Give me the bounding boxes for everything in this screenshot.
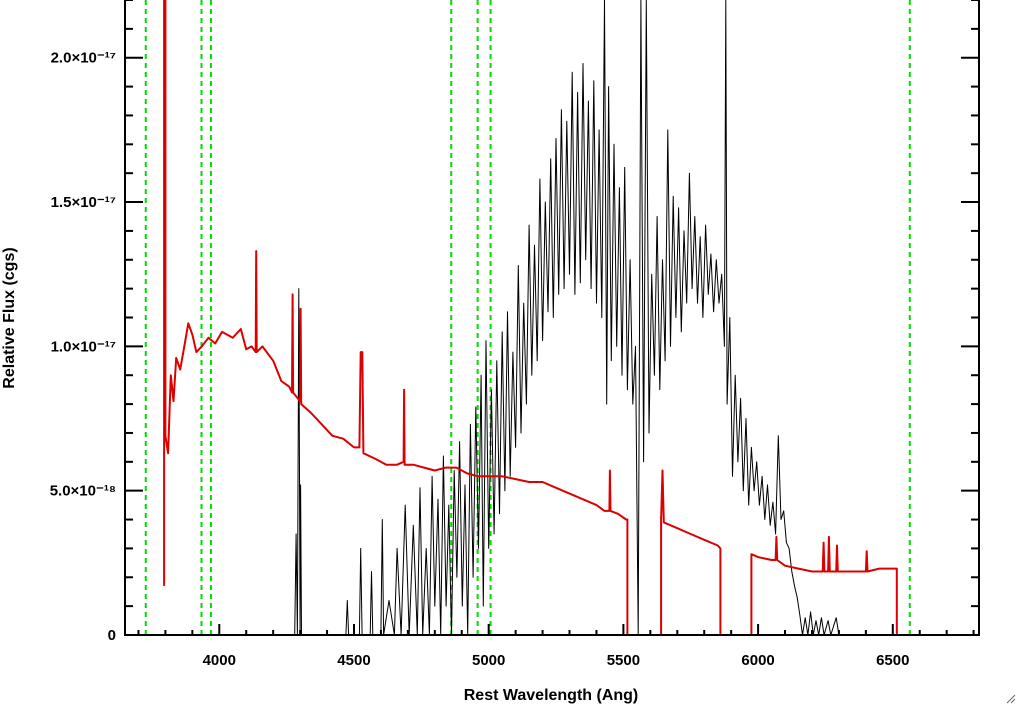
series-group <box>163 0 979 636</box>
y-tick-label: 1.5×10⁻¹⁷ <box>51 194 116 211</box>
x-tick-label: 6000 <box>741 652 774 669</box>
x-axis: 4000 4500 5000 5500 6000 6500 <box>137 624 975 669</box>
x-tick-label: 5000 <box>472 652 505 669</box>
y-tick-label: 5.0×10⁻¹⁸ <box>50 483 116 500</box>
x-tick-label: 4000 <box>203 652 236 669</box>
x-tick-label: 6500 <box>876 652 909 669</box>
y-axis-title: Relative Flux (cgs) <box>1 247 18 388</box>
observed-spectrum-line <box>294 0 840 636</box>
x-tick-label: 4500 <box>337 652 370 669</box>
y-tick-label: 0 <box>108 627 116 644</box>
resize-grip-icon[interactable] <box>1004 692 1016 704</box>
reference-lines <box>144 0 911 635</box>
plot-area <box>144 0 979 636</box>
y-tick-label: 2.0×10⁻¹⁷ <box>51 50 116 67</box>
axis-frame <box>124 0 980 636</box>
y-tick-label: 1.0×10⁻¹⁷ <box>51 338 116 355</box>
x-tick-label: 5500 <box>607 652 640 669</box>
y-axis: 0 5.0×10⁻¹⁸ 1.0×10⁻¹⁷ 1.5×10⁻¹⁷ 2.0×10⁻¹⁷ <box>50 0 979 644</box>
model-spectrum-line <box>163 0 979 636</box>
plot-frame <box>124 0 980 636</box>
x-axis-title: Rest Wavelength (Ang) <box>464 687 639 704</box>
